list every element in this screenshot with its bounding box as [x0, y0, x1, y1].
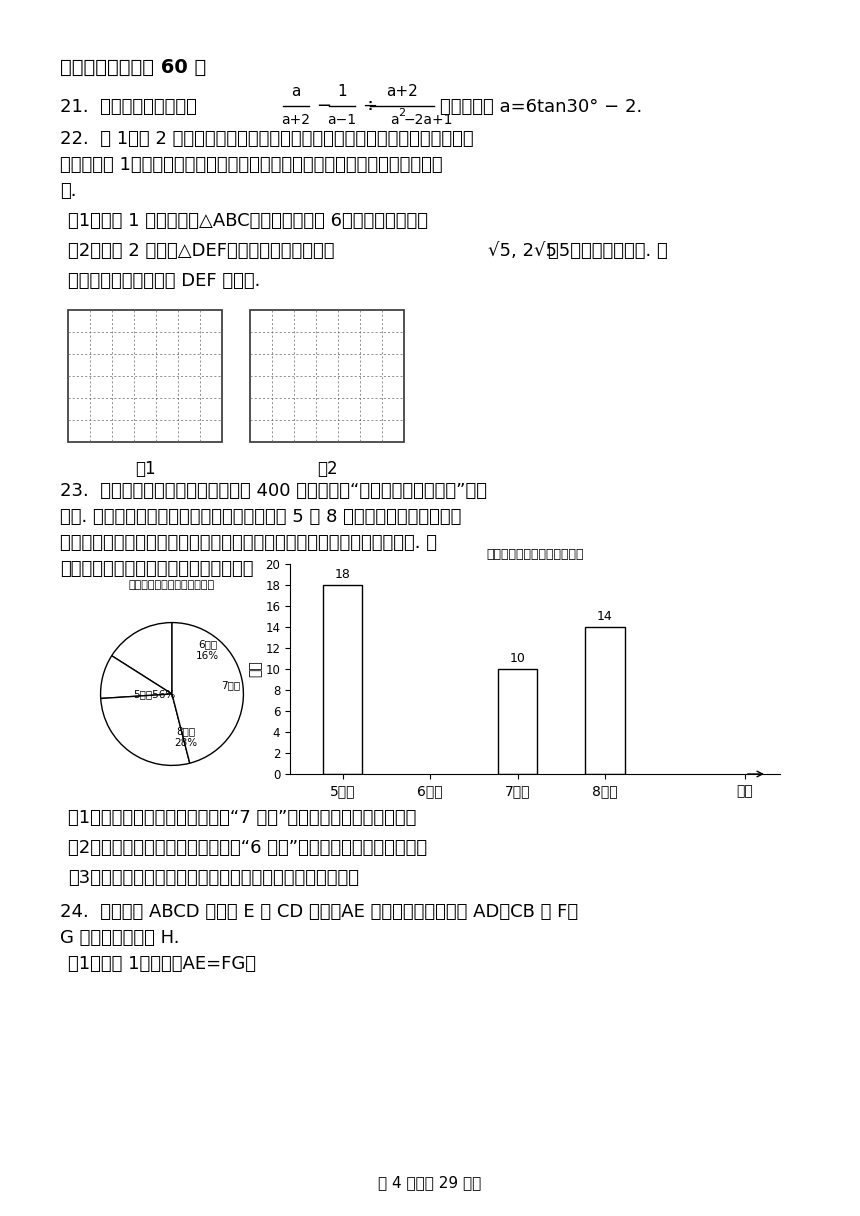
Text: 第 4 页（共 29 页）: 第 4 页（共 29 页）	[378, 1175, 482, 1190]
Text: −: −	[316, 97, 331, 116]
Text: a−1: a−1	[328, 113, 357, 126]
Text: 7棵树: 7棵树	[221, 681, 240, 691]
Text: 6棵树
16%: 6棵树 16%	[196, 638, 219, 660]
Bar	[498, 669, 538, 775]
Bar	[250, 310, 404, 441]
Text: 18: 18	[335, 568, 350, 581]
Text: 的值，其中 a=6tan30° − 2.: 的值，其中 a=6tan30° − 2.	[440, 98, 642, 116]
Text: （1）求扇形统计图中，植树量为“7 棵树”的圆心角的度数是多少度？: （1）求扇形统计图中，植树量为“7 棵树”的圆心角的度数是多少度？	[68, 809, 416, 827]
Text: （1）在图 1 中画出钔角△ABC，使它的面积为 6（画一个即可）；: （1）在图 1 中画出钔角△ABC，使它的面积为 6（画一个即可）；	[68, 212, 428, 230]
Wedge shape	[101, 694, 190, 765]
Text: √5, 2√5: √5, 2√5	[488, 242, 557, 260]
Title: 被抄查小组植树量扇形统计图: 被抄查小组植树量扇形统计图	[129, 580, 215, 591]
Text: 1: 1	[337, 84, 347, 98]
Text: 2: 2	[398, 108, 405, 118]
Text: a+2: a+2	[386, 84, 418, 98]
Text: 24.  在正方形 ABCD 中，点 E 在 CD 边上，AE 的垂直平分线分别交 AD、CB 于 F、: 24. 在正方形 ABCD 中，点 E 在 CD 边上，AE 的垂直平分线分别交…	[60, 903, 578, 921]
Wedge shape	[172, 623, 243, 764]
Bar	[586, 627, 624, 775]
Text: （2）求抄样调查的小组中植树量为“6 棵树”的小组数，并补全条形图；: （2）求抄样调查的小组中植树量为“6 棵树”的小组数，并补全条形图；	[68, 839, 427, 857]
Bar	[322, 585, 362, 775]
Text: 14: 14	[597, 609, 613, 623]
Text: 的边长均为 1，每个小格的顶点叫做格点，以格点为顶点分别按下列要求画三角: 的边长均为 1，每个小格的顶点叫做格点，以格点为顶点分别按下列要求画三角	[60, 156, 443, 174]
Bar	[68, 310, 222, 441]
Text: G 两点，垂足为点 H.: G 两点，垂足为点 H.	[60, 929, 180, 947]
Text: 8棵树
28%: 8棵树 28%	[175, 726, 198, 748]
Text: a: a	[292, 84, 301, 98]
Text: 10: 10	[510, 652, 525, 665]
Wedge shape	[112, 623, 172, 694]
Text: （3）通过计算，请你估计全校师生此次活动共种树多少棵？: （3）通过计算，请你估计全校师生此次活动共种树多少棵？	[68, 869, 359, 886]
Text: （1）如图 1，求证：AE=FG；: （1）如图 1，求证：AE=FG；	[68, 955, 256, 973]
Text: 5棵树56%: 5棵树56%	[133, 689, 175, 699]
Text: ，5（画一个即可）. 并: ，5（画一个即可）. 并	[548, 242, 667, 260]
Y-axis label: 组数: 组数	[249, 660, 262, 677]
Text: 且直接写出此时三角形 DEF 的面积.: 且直接写出此时三角形 DEF 的面积.	[68, 272, 261, 289]
Text: 23.  植树节期间，某校全体师生组成 400 个小组参加“保护环境，美化家园”植树: 23. 植树节期间，某校全体师生组成 400 个小组参加“保护环境，美化家园”植…	[60, 482, 487, 500]
Text: （2）在图 2 中画出△DEF，使它的三边长分别为: （2）在图 2 中画出△DEF，使它的三边长分别为	[68, 242, 335, 260]
Wedge shape	[101, 655, 172, 698]
Text: −2a+1: −2a+1	[404, 113, 453, 126]
Text: 图2: 图2	[316, 460, 337, 478]
Text: 图1: 图1	[135, 460, 156, 478]
Text: a+2: a+2	[281, 113, 310, 126]
Title: 被抄查小组植树量条形统计图: 被抄查小组植树量条形统计图	[486, 548, 584, 562]
Text: 三、解答题：共计 60 分: 三、解答题：共计 60 分	[60, 58, 206, 77]
Text: 根据图中提供的信息，解答下面的问题：: 根据图中提供的信息，解答下面的问题：	[60, 561, 254, 578]
Text: 活动. 综合实际情况，校方要求每小组植树量为 5 至 8 棵，活动结束后，校方随: 活动. 综合实际情况，校方要求每小组植树量为 5 至 8 棵，活动结束后，校方随	[60, 508, 461, 527]
Text: 形.: 形.	[60, 182, 77, 199]
Text: 机抄查了部分小组，根据他们的植树量绘制出如图所示的两幅不完整统计图. 请: 机抄查了部分小组，根据他们的植树量绘制出如图所示的两幅不完整统计图. 请	[60, 534, 437, 552]
Text: a: a	[390, 113, 399, 126]
Text: 22.  图 1、图 2 是两张形状、大小完全相同的方格纸，方格纸中的每个小正方形: 22. 图 1、图 2 是两张形状、大小完全相同的方格纸，方格纸中的每个小正方形	[60, 130, 474, 148]
Text: ÷: ÷	[362, 97, 377, 116]
Text: 21.  先化简，再求代数式: 21. 先化简，再求代数式	[60, 98, 197, 116]
